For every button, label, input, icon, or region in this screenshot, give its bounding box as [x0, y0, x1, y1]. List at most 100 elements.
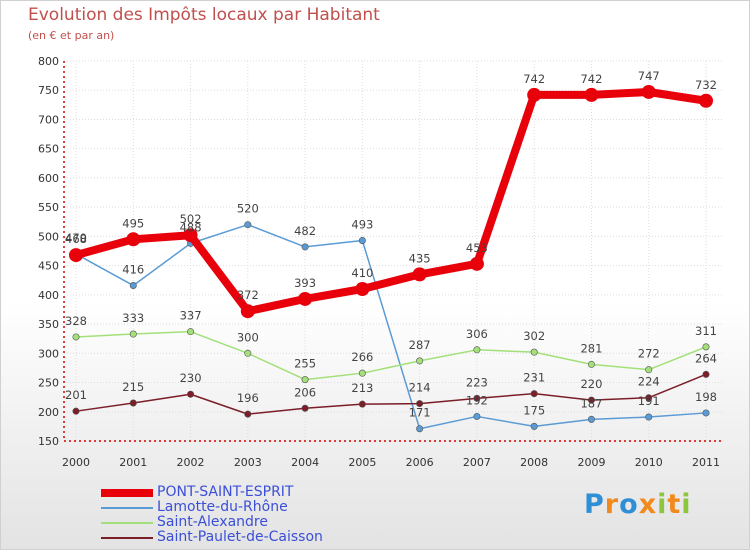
- series-3-point-9: [587, 396, 595, 404]
- series-1-point-1: [129, 281, 137, 289]
- series-0-point-2: [183, 228, 198, 243]
- series-2-data-label-0: 328: [65, 314, 87, 328]
- series-0-data-label-5: 410: [351, 266, 373, 280]
- series-1-data-label-10: 191: [638, 394, 660, 408]
- y-tick-label-9: 600: [38, 172, 59, 185]
- series-1-point-5: [358, 236, 366, 244]
- series-3-point-5: [358, 400, 366, 408]
- logo-letter: x: [638, 489, 658, 520]
- series-0-data-label-7: 453: [466, 241, 488, 255]
- legend-label-0: PONT-SAINT-ESPRIT: [157, 484, 294, 500]
- series-1-data-label-7: 192: [466, 393, 488, 407]
- series-0-data-label-1: 495: [122, 216, 144, 230]
- y-tick-label-8: 550: [38, 201, 59, 214]
- logo-letter: r: [604, 489, 620, 520]
- series-1-point-11: [702, 409, 710, 417]
- series-0-point-8: [527, 87, 542, 102]
- series-0-point-3: [240, 304, 255, 319]
- series-2-data-label-4: 255: [294, 357, 316, 371]
- series-1-data-label-0: 470: [65, 231, 87, 245]
- series-3-data-label-7: 223: [466, 375, 488, 389]
- series-3-point-7: [473, 394, 481, 402]
- y-tick-label-1: 200: [38, 406, 59, 419]
- series-3-data-label-0: 201: [65, 388, 87, 402]
- series-2-point-4: [301, 376, 309, 384]
- series-line-1: [75, 223, 707, 430]
- series-2-point-3: [244, 349, 252, 357]
- series-0-data-label-6: 435: [409, 251, 431, 265]
- x-tick-label-1: 2001: [119, 456, 147, 469]
- x-tick-label-9: 2009: [577, 456, 605, 469]
- series-3-point-11: [702, 370, 710, 378]
- series-1-data-label-6: 171: [409, 406, 431, 420]
- series-3-point-1: [129, 399, 137, 407]
- logo-letter: i: [681, 489, 692, 520]
- x-tick-label-10: 2010: [635, 456, 663, 469]
- legend-swatch-2: [101, 522, 153, 524]
- series-1-point-3: [244, 221, 252, 229]
- series-0-data-label-8: 742: [523, 72, 545, 86]
- proxiti-logo: Proxiti: [584, 489, 692, 520]
- series-2-point-5: [358, 369, 366, 377]
- series-1-point-4: [301, 243, 309, 251]
- legend-label-3: Saint-Paulet-de-Caisson: [157, 529, 323, 545]
- y-tick-label-2: 250: [38, 377, 59, 390]
- x-tick-label-7: 2007: [463, 456, 491, 469]
- y-tick-label-5: 400: [38, 289, 59, 302]
- logo-letter: P: [584, 489, 605, 520]
- series-1-point-8: [530, 422, 538, 430]
- series-1-point-10: [645, 413, 653, 421]
- x-tick-label-11: 2011: [692, 456, 720, 469]
- series-2-data-label-5: 266: [351, 350, 373, 364]
- series-2-point-10: [645, 366, 653, 374]
- y-tick-label-3: 300: [38, 347, 59, 360]
- series-0-point-10: [641, 84, 656, 99]
- series-0-point-5: [355, 282, 370, 296]
- series-1-data-label-5: 493: [351, 217, 373, 231]
- series-0-data-label-3: 372: [237, 288, 259, 302]
- logo-letter: o: [619, 489, 639, 520]
- legend-label-2: Saint-Alexandre: [157, 514, 268, 530]
- series-2-point-8: [530, 348, 538, 356]
- y-tick-label-4: 350: [38, 318, 59, 331]
- series-3-data-label-1: 215: [122, 380, 144, 394]
- logo-letter: i: [657, 489, 668, 520]
- series-1-point-6: [416, 425, 424, 433]
- series-0-point-0: [69, 248, 83, 263]
- series-3-data-label-3: 196: [237, 391, 259, 405]
- series-2-point-0: [72, 333, 80, 341]
- chart-subtitle: (en € et par an): [28, 29, 115, 42]
- series-3-data-label-4: 206: [294, 385, 316, 399]
- series-3-point-3: [244, 410, 252, 418]
- series-2-point-9: [587, 360, 595, 368]
- legend-swatch-3: [101, 537, 153, 539]
- series-3-point-6: [416, 400, 424, 408]
- series-line-2: [75, 330, 707, 381]
- chart-title: Evolution des Impôts locaux par Habitant: [28, 5, 380, 25]
- series-3-point-10: [645, 394, 653, 402]
- series-2-point-2: [187, 328, 195, 336]
- series-line-3: [75, 373, 707, 415]
- series-3-point-2: [187, 390, 195, 398]
- series-2-point-6: [416, 357, 424, 365]
- series-2-data-label-7: 306: [466, 327, 488, 341]
- series-3-data-label-10: 224: [638, 375, 660, 389]
- series-0-data-label-0: 468: [65, 232, 87, 246]
- series-2-data-label-1: 333: [122, 311, 144, 325]
- x-tick-label-2: 2002: [177, 456, 205, 469]
- series-2-point-11: [702, 343, 710, 351]
- series-1-data-label-2: 488: [180, 220, 202, 234]
- legend-label-1: Lamotte-du-Rhône: [157, 499, 288, 515]
- y-tick-label-11: 700: [38, 113, 59, 126]
- series-3-data-label-6: 214: [409, 381, 431, 395]
- x-tick-label-6: 2006: [406, 456, 434, 469]
- series-3-data-label-5: 213: [351, 381, 373, 395]
- series-line-0: [72, 87, 710, 316]
- series-2-point-7: [473, 346, 481, 354]
- series-0-data-label-2: 502: [180, 212, 202, 226]
- series-3-point-0: [72, 407, 80, 415]
- x-tick-label-5: 2005: [348, 456, 376, 469]
- series-2-data-label-3: 300: [237, 330, 259, 344]
- series-0-data-label-4: 393: [294, 276, 316, 290]
